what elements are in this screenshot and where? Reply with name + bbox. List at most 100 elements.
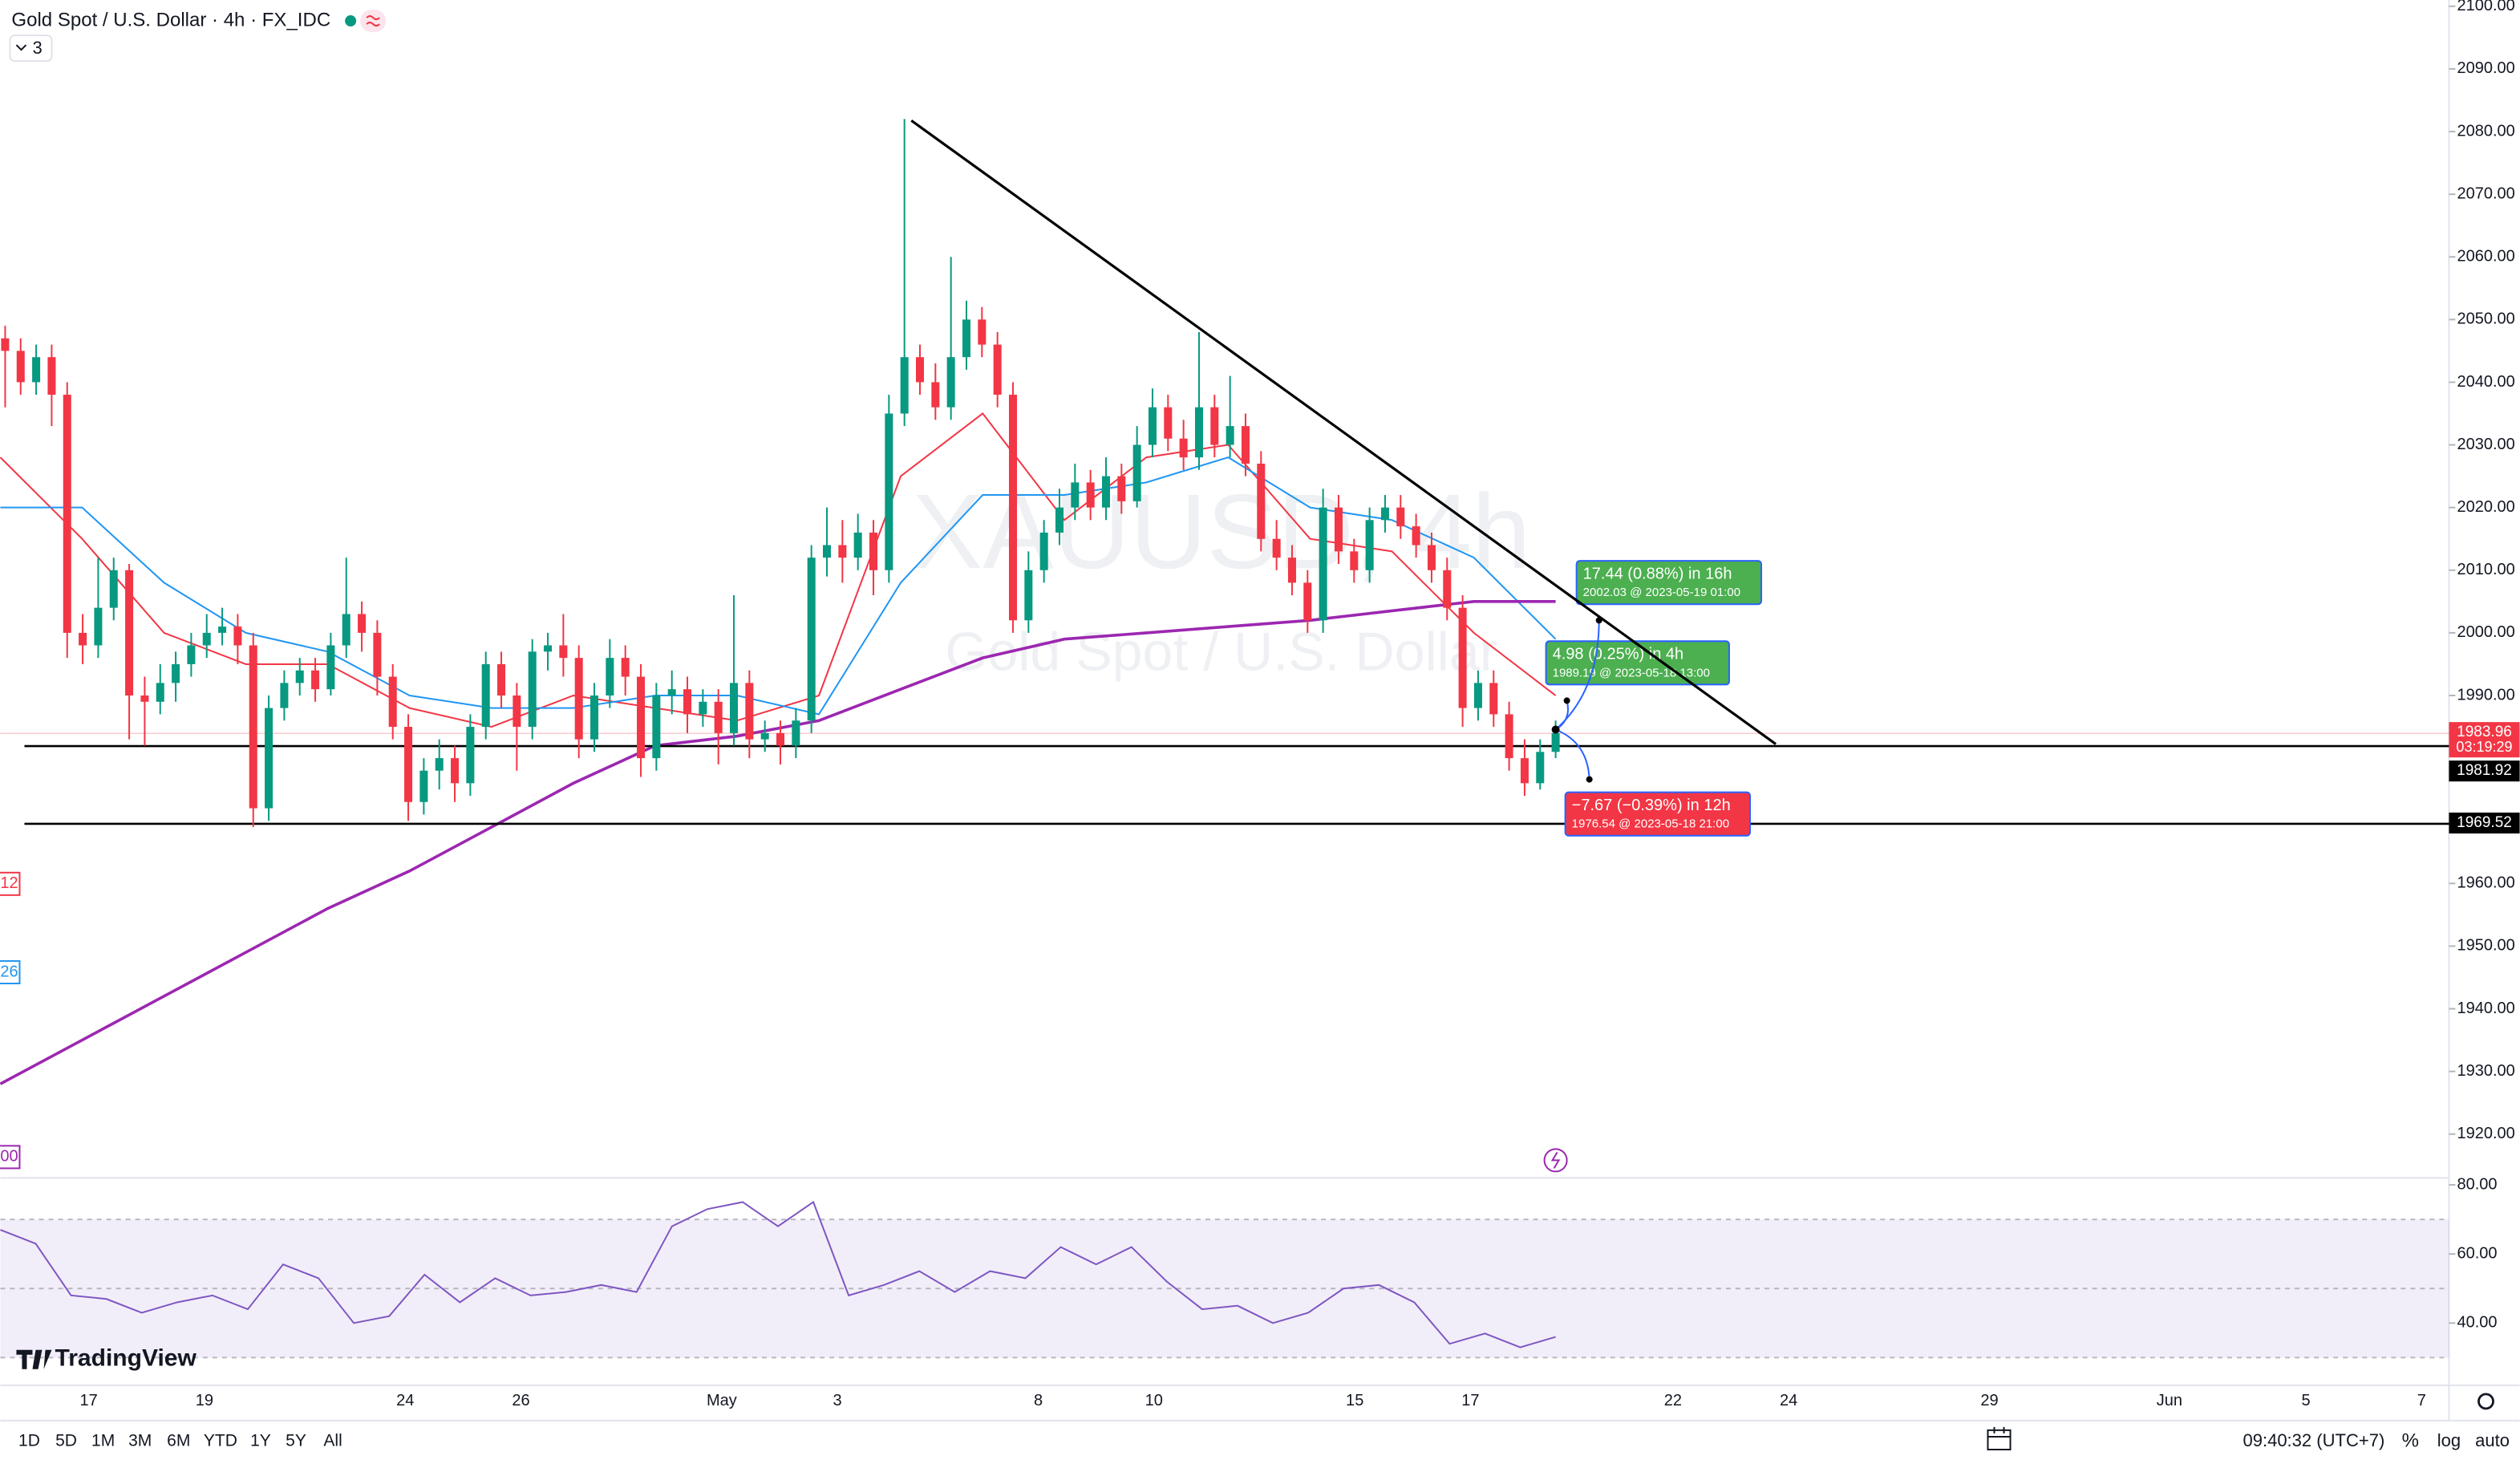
candle-body: [326, 645, 335, 690]
date-range-icon[interactable]: [1987, 1426, 2012, 1450]
y-tick-label: 2090.00: [2457, 59, 2514, 77]
candle-body: [606, 658, 614, 696]
log-toggle[interactable]: log: [2437, 1430, 2461, 1450]
candle-body: [311, 670, 320, 690]
range-button[interactable]: 1Y: [250, 1432, 271, 1450]
indicator-tag-label: 00: [0, 1148, 18, 1166]
candle-body: [1179, 438, 1188, 458]
candle-body: [652, 695, 661, 759]
range-button[interactable]: 3M: [128, 1432, 152, 1450]
rsi-tick-label: 60.00: [2457, 1244, 2497, 1262]
candle-body: [1024, 570, 1033, 621]
price-tag-label: 1981.92: [2457, 762, 2512, 779]
y-tick-label: 2060.00: [2457, 248, 2514, 266]
candle-body: [1071, 482, 1080, 508]
candle-body: [637, 676, 646, 759]
connector: [1555, 728, 1590, 780]
candle-body: [1489, 683, 1498, 715]
candle-body: [1520, 758, 1529, 784]
candle-body: [513, 695, 521, 728]
connector: [1554, 620, 1600, 731]
candle-body: [404, 727, 413, 802]
range-button[interactable]: 6M: [167, 1432, 190, 1450]
candle-body: [1132, 444, 1141, 501]
candle-body: [885, 413, 893, 570]
x-tick-label: 5: [2302, 1392, 2311, 1409]
range-button[interactable]: YTD: [204, 1432, 237, 1450]
rsi-line: [0, 1200, 1556, 1348]
candle-body: [466, 727, 475, 784]
candle-body: [683, 689, 692, 715]
x-tick-label: 26: [512, 1392, 529, 1409]
candle-body: [838, 545, 847, 558]
candle-body: [358, 614, 367, 633]
price-tag: [2449, 812, 2520, 833]
percent-toggle[interactable]: %: [2402, 1430, 2419, 1451]
candle-body: [667, 689, 676, 696]
candle-body: [172, 663, 180, 683]
countdown: 03:19:29: [2456, 739, 2512, 755]
candle-body: [621, 658, 630, 677]
x-tick-label: 29: [1980, 1392, 1998, 1409]
delay-badge: [360, 10, 387, 33]
events-icon[interactable]: [1543, 1148, 1568, 1173]
range-button[interactable]: 5D: [55, 1432, 77, 1450]
watermark-symbol: XAUUSD, 4h: [912, 472, 1530, 591]
candle-body: [497, 663, 506, 696]
y-tick-label: 2040.00: [2457, 373, 2514, 391]
forecast-change: 4.98 (0.25%) in 4h: [1553, 646, 1684, 663]
candle-body: [1008, 395, 1018, 621]
candle-body: [946, 357, 955, 408]
y-tick-label: 2070.00: [2457, 185, 2514, 202]
settings-gear[interactable]: [2477, 1393, 2494, 1410]
range-button[interactable]: 5Y: [286, 1432, 306, 1450]
candle-body: [760, 732, 769, 740]
candle-body: [869, 532, 878, 570]
candle-body: [47, 357, 56, 395]
candle-body: [156, 683, 164, 702]
candle-body: [1257, 463, 1266, 539]
candle-body: [1164, 407, 1173, 439]
y-tick-label: 2010.00: [2457, 561, 2514, 578]
auto-toggle[interactable]: auto: [2475, 1430, 2510, 1450]
x-tick-label: 3: [833, 1392, 842, 1409]
forecast-target: 2002.03 @ 2023-05-19 01:00: [1583, 586, 1740, 599]
range-button[interactable]: All: [323, 1432, 342, 1450]
candle-body: [915, 357, 925, 383]
candle-body: [1226, 426, 1234, 445]
candle-body: [730, 683, 739, 733]
indicators-toggle[interactable]: [9, 34, 53, 63]
candle-body: [265, 708, 273, 809]
candle-body: [993, 344, 1002, 395]
x-tick-label: 24: [1780, 1392, 1797, 1409]
x-tick-label: 15: [1346, 1392, 1363, 1409]
candle-body: [745, 683, 754, 740]
candle-body: [699, 701, 707, 715]
y-tick-label: 2080.00: [2457, 122, 2514, 140]
candle-body: [1350, 551, 1359, 570]
candle-body: [1287, 558, 1296, 583]
delay-icon: [366, 15, 380, 27]
candle-body: [1, 338, 10, 351]
candle-body: [1210, 407, 1219, 445]
brand-name: TradingView: [55, 1345, 197, 1372]
y-tick-label: 1950.00: [2457, 937, 2514, 955]
x-tick-label: 19: [196, 1392, 213, 1409]
clock: 09:40:32 (UTC+7): [2242, 1430, 2384, 1450]
target-dot: [1563, 697, 1570, 704]
candle-body: [79, 632, 87, 646]
x-tick-label: 22: [1664, 1392, 1682, 1409]
price-tag-label: 1983.96: [2457, 724, 2512, 740]
range-button[interactable]: 1M: [91, 1432, 115, 1450]
candle-body: [295, 670, 304, 683]
range-button[interactable]: 1D: [18, 1432, 40, 1450]
y-tick-label: 2000.00: [2457, 623, 2514, 641]
indicator-tag-label: 12: [0, 874, 18, 892]
candle-body: [451, 758, 460, 784]
forecast-change: 17.44 (0.88%) in 16h: [1583, 565, 1732, 582]
forecast-box: [1575, 560, 1763, 606]
moving-average: [0, 412, 1557, 728]
candle-body: [125, 570, 134, 696]
